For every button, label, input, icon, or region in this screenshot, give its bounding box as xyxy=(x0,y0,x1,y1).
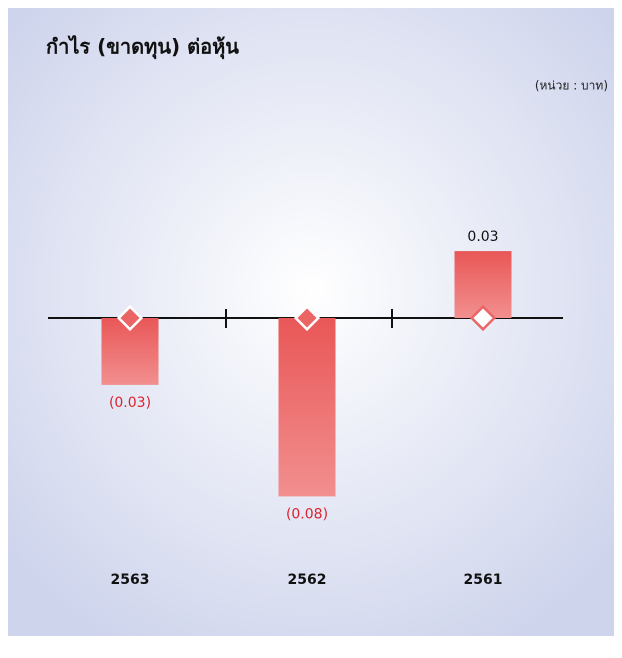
value-label: 0.03 xyxy=(467,229,498,245)
chart-title: กำไร (ขาดทุน) ต่อหุ้น xyxy=(46,35,239,60)
bar xyxy=(278,318,336,497)
marker xyxy=(116,304,144,332)
unit-label: (หน่วย : บาท) xyxy=(535,79,608,93)
x-tick-label: 2563 xyxy=(111,572,150,588)
value-label: (0.03) xyxy=(109,395,151,411)
x-tick-label: 2562 xyxy=(288,572,327,588)
value-label: (0.08) xyxy=(286,506,328,522)
marker xyxy=(293,304,321,332)
marker xyxy=(469,304,497,332)
x-tick-label: 2561 xyxy=(464,572,503,588)
